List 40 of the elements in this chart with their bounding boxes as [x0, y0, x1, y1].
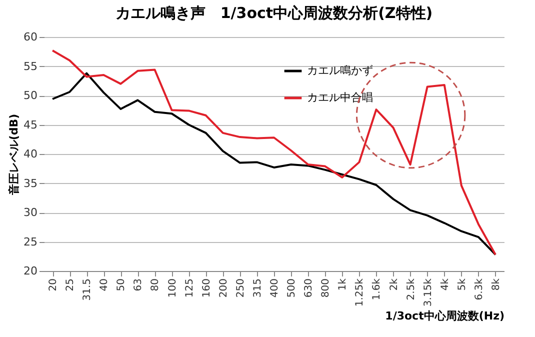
y-axis-title: 音圧レベル(dB)	[8, 114, 21, 196]
x-tick-label: 2.5k	[406, 278, 417, 300]
x-tick-label: 200	[218, 278, 230, 298]
x-tick-label: 125	[184, 278, 196, 298]
y-tick-label: 45	[24, 118, 38, 132]
x-tick-label: 50	[116, 278, 128, 292]
x-tick-label: 20	[48, 278, 60, 292]
y-tick-label: 40	[24, 148, 38, 160]
x-tick-label: 63	[133, 278, 144, 292]
x-tick-label: 250	[235, 278, 246, 298]
x-tick-label: 40	[99, 278, 110, 292]
y-tick-label: 20	[24, 264, 38, 278]
y-tick-label: 25	[24, 235, 38, 248]
legend-label: カエル鳴かず	[307, 64, 373, 77]
x-tick-label: 315	[252, 278, 264, 298]
x-tick-label: 100	[167, 278, 178, 298]
x-tick-label: 25	[65, 278, 76, 292]
x-tick-label: 1.6k	[372, 278, 383, 300]
x-tick-label: 80	[150, 278, 162, 292]
x-tick-label: 3.15k	[422, 278, 434, 307]
x-tick-label: 6.3k	[474, 278, 485, 300]
x-tick-label: 500	[286, 278, 298, 298]
x-tick-label: 630	[304, 278, 315, 298]
y-tick-label: 50	[24, 89, 38, 102]
x-tick-label: 1.25k	[354, 278, 366, 307]
y-tick-label: 30	[24, 206, 38, 219]
x-tick-label: 800	[320, 278, 332, 298]
x-tick-label: 160	[201, 278, 212, 298]
x-tick-label: 2k	[388, 278, 400, 291]
x-axis-title: 1/3oct中心周波数(Hz)	[385, 310, 504, 323]
chart-title: カエル鳴き声 1/3oct中心周波数分析(Z特性)	[115, 4, 433, 22]
x-tick-label: 1k	[338, 278, 349, 291]
x-tick-label: 400	[270, 278, 280, 298]
x-tick-label: 4k	[440, 278, 451, 291]
x-tick-label: 31.5	[82, 278, 94, 301]
y-tick-label: 60	[24, 30, 38, 44]
y-tick-label: 55	[24, 60, 38, 73]
x-tick-label: 8k	[490, 278, 502, 291]
x-tick-label: 5k	[456, 278, 468, 291]
y-tick-label: 35	[24, 176, 38, 190]
